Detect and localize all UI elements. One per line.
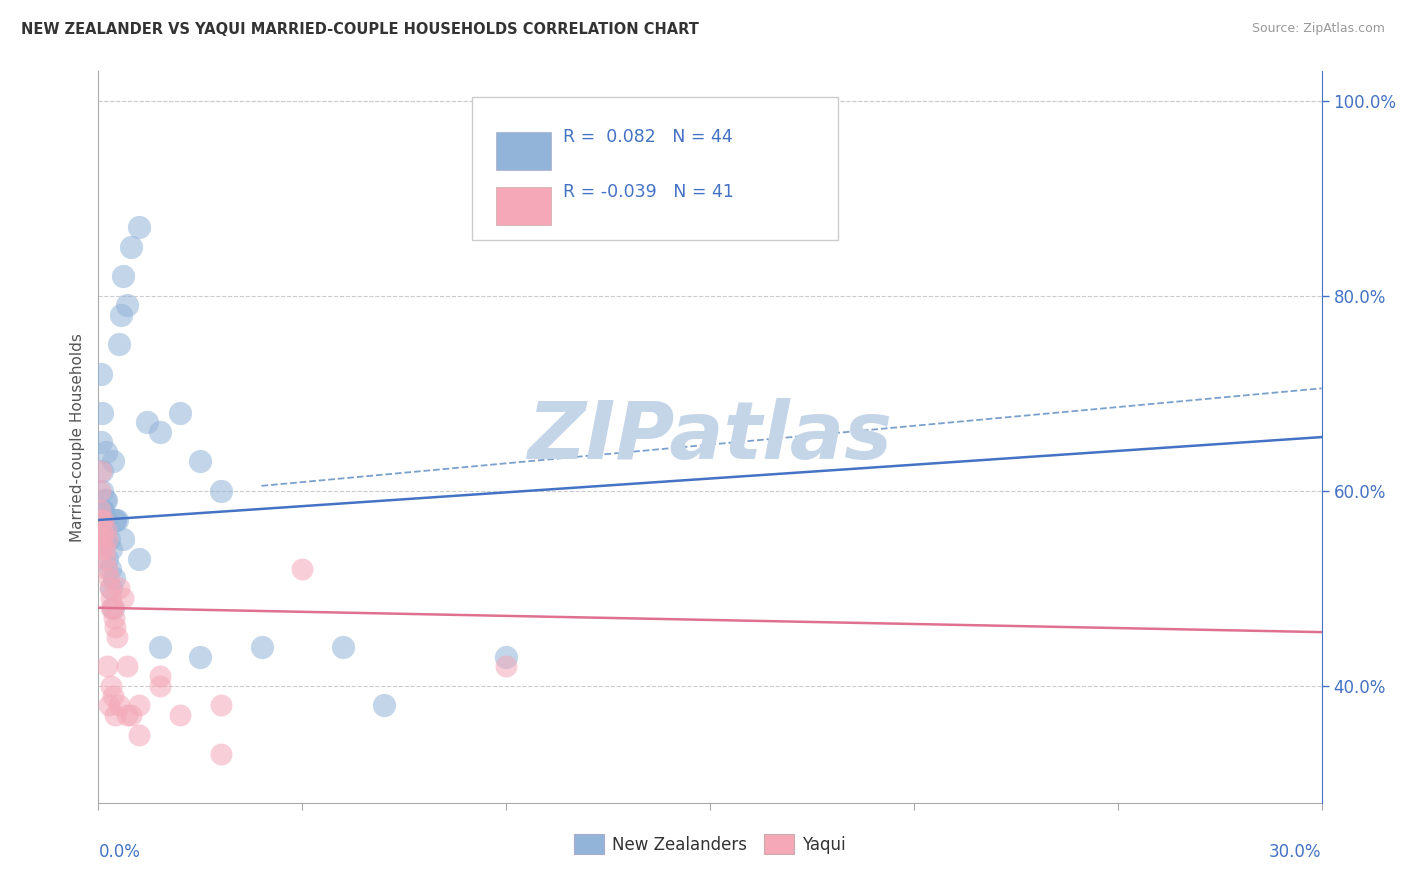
Point (97, 698, 120, 713)
Point (101, 600, 124, 615)
Point (91, 523, 114, 537)
Text: R =  0.082   N = 44: R = 0.082 N = 44 (564, 128, 733, 146)
Point (108, 698, 131, 713)
Point (100, 581, 122, 595)
Point (100, 591, 122, 605)
Point (98, 581, 121, 595)
Point (89, 483, 111, 498)
Point (373, 698, 395, 713)
Point (90, 367, 112, 381)
Point (101, 454, 124, 468)
Point (110, 308, 132, 322)
Point (332, 640, 354, 654)
Point (91, 542, 114, 557)
Point (93, 533, 115, 547)
Point (149, 669, 172, 683)
Point (149, 679, 172, 693)
Point (100, 600, 122, 615)
Point (169, 708, 191, 723)
Point (120, 240, 142, 254)
Point (97, 533, 120, 547)
Point (291, 562, 314, 576)
Text: Source: ZipAtlas.com: Source: ZipAtlas.com (1251, 22, 1385, 36)
Point (93, 552, 115, 566)
Point (105, 513, 128, 527)
Point (89, 503, 111, 517)
FancyBboxPatch shape (496, 132, 551, 170)
Point (108, 581, 131, 595)
Point (96, 552, 118, 566)
Point (97, 572, 120, 586)
Point (495, 649, 517, 664)
Point (111, 591, 134, 605)
FancyBboxPatch shape (496, 187, 551, 225)
Point (188, 649, 212, 664)
Point (103, 572, 125, 586)
Point (96, 659, 118, 673)
Point (115, 659, 138, 673)
Point (250, 640, 273, 654)
Point (115, 298, 138, 312)
Point (100, 679, 122, 693)
Point (93, 542, 115, 557)
Point (111, 533, 134, 547)
Point (93, 493, 115, 508)
Text: 0.0%: 0.0% (98, 843, 141, 861)
Point (89, 513, 111, 527)
Point (209, 483, 232, 498)
Point (104, 513, 127, 527)
Point (94, 444, 117, 458)
Point (495, 659, 517, 673)
Point (91, 503, 114, 517)
Point (108, 337, 131, 351)
Point (91, 513, 114, 527)
Point (90, 513, 112, 527)
Point (90, 464, 112, 478)
Point (115, 708, 138, 723)
Point (104, 513, 127, 527)
Point (128, 552, 150, 566)
Point (149, 425, 172, 440)
Point (188, 454, 212, 468)
Text: 30.0%: 30.0% (1270, 843, 1322, 861)
Point (96, 562, 118, 576)
Point (105, 630, 128, 644)
Point (209, 698, 232, 713)
Point (94, 493, 117, 508)
Point (149, 640, 172, 654)
Y-axis label: Married-couple Households: Married-couple Households (70, 333, 86, 541)
Point (103, 610, 125, 624)
Point (100, 542, 122, 557)
Text: R = -0.039   N = 41: R = -0.039 N = 41 (564, 183, 734, 201)
Text: ZIPatlas: ZIPatlas (527, 398, 893, 476)
Point (96, 533, 118, 547)
Point (111, 269, 134, 284)
Point (136, 416, 159, 430)
Point (128, 727, 150, 741)
Point (93, 523, 115, 537)
Point (120, 708, 142, 723)
Point (90, 434, 112, 449)
Point (91, 503, 114, 517)
Point (91, 464, 114, 478)
Point (90, 406, 112, 420)
Point (90, 533, 112, 547)
Point (104, 620, 127, 634)
Point (101, 600, 124, 615)
Point (128, 220, 150, 235)
Text: NEW ZEALANDER VS YAQUI MARRIED-COUPLE HOUSEHOLDS CORRELATION CHART: NEW ZEALANDER VS YAQUI MARRIED-COUPLE HO… (21, 22, 699, 37)
Point (98, 562, 121, 576)
FancyBboxPatch shape (471, 97, 838, 240)
Point (169, 406, 191, 420)
Point (96, 513, 118, 527)
Legend: New Zealanders, Yaqui: New Zealanders, Yaqui (568, 828, 852, 860)
Point (101, 689, 124, 703)
Point (94, 523, 117, 537)
Point (128, 698, 150, 713)
Point (104, 708, 127, 723)
Point (209, 747, 232, 761)
Point (91, 483, 114, 498)
